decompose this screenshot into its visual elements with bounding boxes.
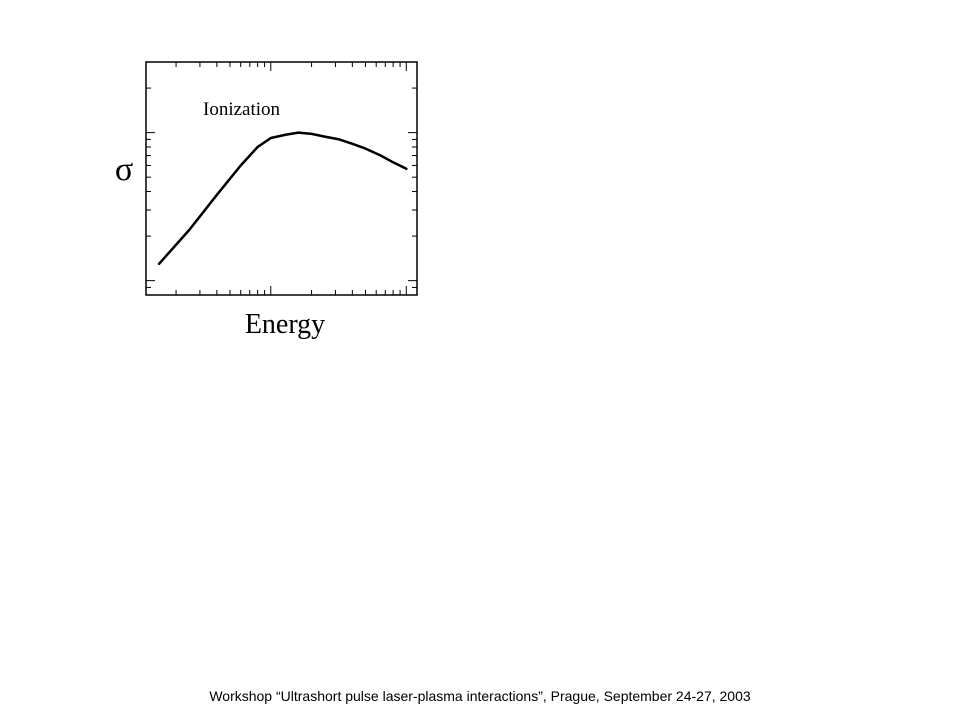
series-label-ionization: Ionization bbox=[203, 99, 281, 120]
plot-frame bbox=[145, 61, 418, 296]
x-axis-label: Energy bbox=[245, 309, 325, 340]
axis-ticks bbox=[146, 61, 417, 296]
ionization-curve bbox=[157, 131, 408, 266]
footer-text: Workshop “Ultrashort pulse laser-plasma … bbox=[209, 688, 751, 704]
y-axis-label: σ bbox=[115, 151, 133, 188]
